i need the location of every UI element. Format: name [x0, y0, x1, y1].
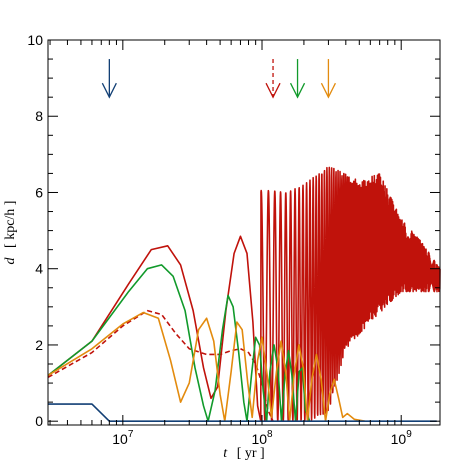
series-line-blue	[48, 403, 437, 422]
y-tick-label: 6	[35, 184, 43, 200]
series-line-orange	[47, 311, 366, 422]
y-tick-label: 4	[35, 261, 43, 277]
x-axis-variable: t	[223, 446, 228, 461]
x-tick-label: 109	[391, 429, 413, 447]
arrow-head	[289, 82, 306, 99]
y-axis-unit: [ kpc/h ]	[3, 201, 18, 248]
arrow-head	[320, 82, 337, 99]
y-axis-label: d [ kpc/h ]	[3, 201, 18, 265]
y-tick-labels: 0 2 4 6 8 10	[27, 32, 43, 429]
y-axis-variable: d	[3, 256, 18, 264]
arrow-marker-2	[265, 59, 281, 99]
marker-layer	[101, 59, 337, 99]
arrow-head	[101, 82, 117, 99]
series-layer	[47, 166, 441, 422]
x-tick-label: 108	[251, 429, 273, 447]
plot-frame	[47, 39, 441, 426]
series-line-red-solid	[47, 166, 441, 422]
x-axis-label: t [ yr ]	[223, 446, 264, 461]
x-tick-label: 107	[112, 429, 134, 447]
x-axis-unit: [ yr ]	[237, 446, 265, 461]
y-tick-label: 10	[27, 32, 43, 48]
plot-area	[47, 39, 441, 426]
x-tick-labels: 107 108 109	[112, 429, 412, 447]
arrow-marker-4	[320, 59, 337, 99]
arrow-head	[265, 82, 281, 99]
series-line-red-dashed	[47, 309, 274, 422]
arrow-marker-1	[101, 59, 117, 99]
tick-layer	[48, 39, 440, 425]
y-tick-label: 8	[35, 108, 43, 124]
y-tick-label: 2	[35, 337, 43, 353]
arrow-marker-3	[289, 59, 306, 99]
y-tick-label: 0	[35, 413, 43, 429]
